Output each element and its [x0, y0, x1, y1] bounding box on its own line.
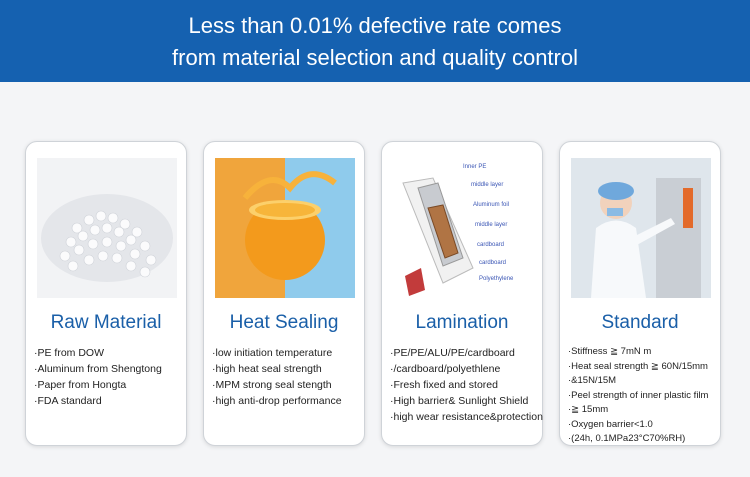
title-line: Less than 0.01% defective rate comes — [188, 13, 562, 38]
card-title: Lamination — [415, 312, 509, 333]
card: Standard Stiffness ≧ 7mN mHeat seal stre… — [559, 141, 721, 446]
layer-label: cardboard — [477, 242, 504, 248]
lamination-image: Inner PE middle layer Aluminum foil midd… — [393, 158, 533, 298]
card-list: Stiffness ≧ 7mN mHeat seal strength ≧ 60… — [568, 345, 708, 447]
list-item: PE/PE/ALU/PE/cardboard — [390, 345, 543, 361]
list-item: MPM strong seal stength — [212, 377, 342, 393]
list-item: &15N/15M — [568, 374, 708, 389]
card-title: Raw Material — [50, 312, 162, 333]
card: Inner PE middle layer Aluminum foil midd… — [381, 141, 543, 446]
card-list: PE/PE/ALU/PE/cardboard/cardboard/polyeth… — [390, 345, 543, 425]
list-item: Aluminum from Shengtong — [34, 361, 162, 377]
list-item: (24h, 0.1MPa23°C70%RH) — [568, 432, 708, 447]
layer-label: Polyethylene — [479, 276, 514, 282]
layer-labels: Inner PE middle layer Aluminum foil midd… — [463, 164, 514, 282]
list-item: PE from DOW — [34, 345, 162, 361]
list-item: /cardboard/polyethlene — [390, 361, 543, 377]
layer-label: middle layer — [475, 222, 507, 228]
layer-label: Aluminum foil — [473, 202, 509, 208]
list-item: low initiation temperature — [212, 345, 342, 361]
list-item: FDA standard — [34, 393, 162, 409]
card-title: Standard — [601, 312, 679, 333]
header: Less than 0.01% defective rate comes fro… — [0, 0, 750, 82]
card-list: low initiation temperaturehigh heat seal… — [212, 345, 342, 409]
list-item: Oxygen barrier<1.0 — [568, 418, 708, 433]
card-title: Heat Sealing — [229, 312, 339, 333]
list-item: high wear resistance&protection — [390, 409, 543, 425]
card: Raw Material PE from DOWAluminum from Sh… — [25, 141, 187, 446]
pellets-image — [37, 158, 177, 298]
layer-label: Inner PE — [463, 164, 486, 170]
list-item: High barrier& Sunlight Shield — [390, 393, 543, 409]
list-item: Heat seal strength ≧ 60N/15mm — [568, 360, 708, 375]
layer-label: cardboard — [479, 260, 506, 266]
card-list: PE from DOWAluminum from ShengtongPaper … — [34, 345, 162, 409]
card: Heat Sealing low initiation temperatureh… — [203, 141, 365, 446]
list-item: high heat seal strength — [212, 361, 342, 377]
list-item: Paper from Hongta — [34, 377, 162, 393]
orange-image — [215, 158, 355, 298]
list-item: high anti-drop performance — [212, 393, 342, 409]
title-line: from material selection and quality cont… — [172, 45, 578, 70]
list-item: Peel strength of inner plastic film — [568, 389, 708, 404]
lab-image — [571, 158, 711, 298]
list-item: Fresh fixed and stored — [390, 377, 543, 393]
list-item: Stiffness ≧ 7mN m — [568, 345, 708, 360]
layer-label: middle layer — [471, 182, 503, 188]
list-item: ≧ 15mm — [568, 403, 708, 418]
